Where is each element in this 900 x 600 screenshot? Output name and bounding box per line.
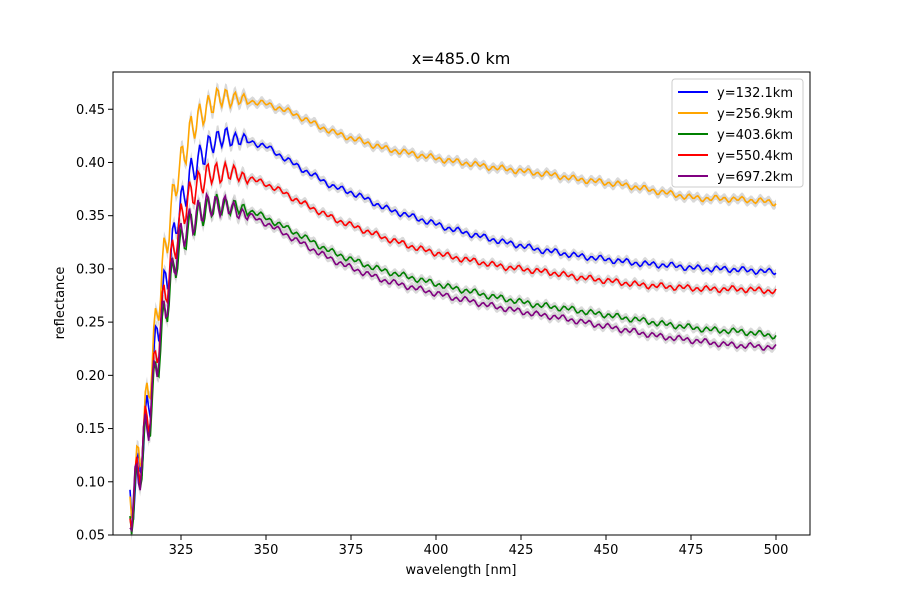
x-tick-label: 425 — [509, 543, 534, 558]
legend-label: y=403.6km — [717, 128, 793, 143]
y-tick-label: 0.10 — [76, 475, 105, 490]
series-line — [129, 126, 777, 521]
x-tick-label: 475 — [679, 543, 704, 558]
legend-box — [671, 78, 804, 188]
y-tick-label: 0.40 — [76, 156, 105, 171]
series-lines — [129, 86, 777, 535]
legend-label: y=550.4km — [717, 149, 793, 164]
y-tick-label: 0.30 — [76, 262, 105, 277]
x-tick-label: 375 — [339, 543, 364, 558]
plot-area-frame — [112, 71, 811, 536]
legend-label: y=132.1km — [717, 86, 793, 101]
series-line — [129, 191, 777, 533]
y-tick-label: 0.15 — [76, 422, 105, 437]
x-tick-label: 325 — [169, 543, 194, 558]
x-axis-label: wavelength [nm] — [406, 563, 517, 578]
series-line — [129, 193, 777, 535]
legend: y=132.1km y=256.9km y=403.6km y=550.4km y=69… — [671, 78, 804, 188]
x-tick-label: 450 — [594, 543, 619, 558]
x-tick-label: 500 — [764, 543, 789, 558]
x-tick-label: 400 — [424, 543, 449, 558]
y-tick-label: 0.35 — [76, 209, 105, 224]
y-tick-label: 0.25 — [76, 316, 105, 331]
legend-label: y=256.9km — [717, 107, 793, 122]
series-line — [129, 159, 777, 530]
x-tick-label: 350 — [254, 543, 279, 558]
series-line — [129, 86, 777, 519]
y-axis-ticks: 0.05 0.10 0.15 0.20 0.25 0.30 0.35 0.40 0.45 — [76, 103, 113, 544]
y-tick-label: 0.05 — [76, 529, 105, 544]
y-axis-label: reflectance — [53, 267, 68, 340]
x-axis-ticks: 325 350 375 400 425 450 475 500 — [169, 535, 789, 558]
y-tick-label: 0.20 — [76, 369, 105, 384]
legend-label: y=697.2km — [717, 170, 793, 185]
chart-title: x=485.0 km — [412, 49, 511, 68]
y-tick-label: 0.45 — [76, 103, 105, 118]
